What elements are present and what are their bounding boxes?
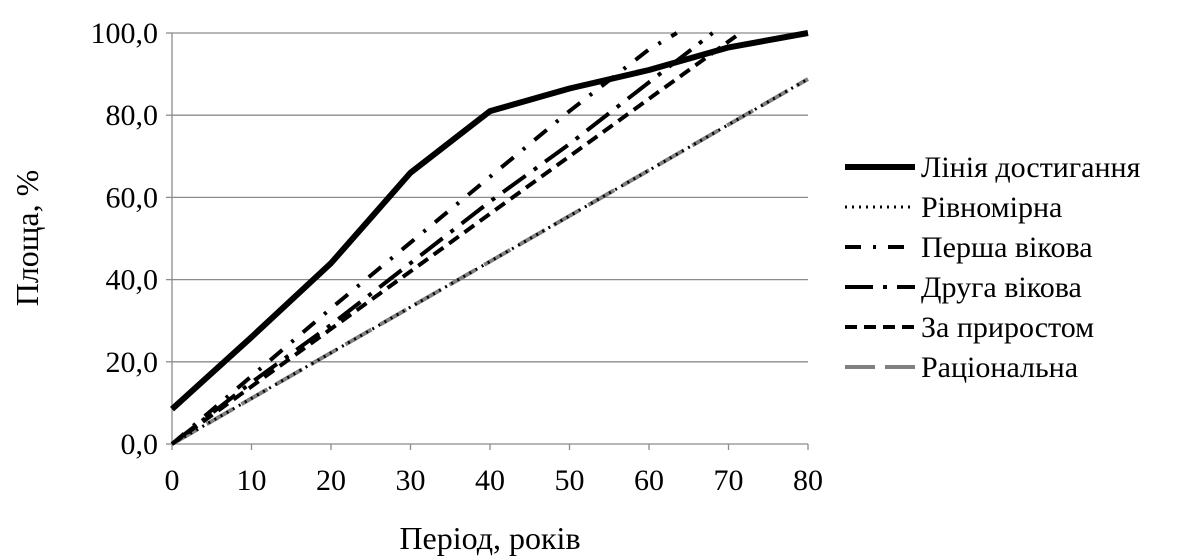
legend-label-3: Друга вікова: [921, 271, 1082, 304]
x-axis-title: Період, років: [399, 520, 580, 556]
x-tick-label-6: 60: [634, 464, 664, 497]
x-tick-label-3: 30: [396, 464, 426, 497]
x-tick-label-0: 0: [165, 464, 180, 497]
y-tick-label-4: 80,0: [106, 99, 159, 132]
y-tick-label-5: 100,0: [91, 17, 159, 50]
series-line-4: [170, 31, 742, 446]
y-tick-label-3: 60,0: [106, 181, 159, 214]
series-line-3: [170, 31, 714, 446]
series-lines: [169, 30, 809, 446]
tick-labels: 0 10 20 30 40 50 60 70 80 0,0 20,0 40,0 60,0 80,0 100,…: [91, 17, 824, 497]
x-tick-label-7: 70: [714, 464, 744, 497]
legend-label-2: Перша вікова: [921, 231, 1093, 264]
legend-label-5: Раціональна: [921, 351, 1078, 384]
y-tick-label-0: 0,0: [121, 428, 159, 461]
x-tick-label-1: 10: [237, 464, 267, 497]
series-line-0: [169, 30, 809, 412]
legend-label-0: Лінія достигання: [921, 151, 1141, 184]
x-tick-label-5: 50: [555, 464, 585, 497]
series-line-2: [170, 31, 678, 446]
y-tick-label-1: 20,0: [106, 346, 159, 379]
y-tick-label-2: 40,0: [106, 264, 159, 297]
axes: [166, 32, 809, 450]
series-line-5: [171, 77, 809, 446]
grid-lines: [172, 32, 808, 363]
legend-label-4: За приростом: [921, 311, 1094, 344]
x-tick-label-4: 40: [475, 464, 505, 497]
y-axis-title: Площа, %: [9, 170, 45, 307]
legend-label-1: Рівномірна: [921, 191, 1062, 224]
legend: Лінія достигання Рівномірна Перша вікова Др…: [845, 151, 1141, 384]
x-tick-label-8: 80: [793, 464, 823, 497]
x-tick-label-2: 20: [316, 464, 346, 497]
